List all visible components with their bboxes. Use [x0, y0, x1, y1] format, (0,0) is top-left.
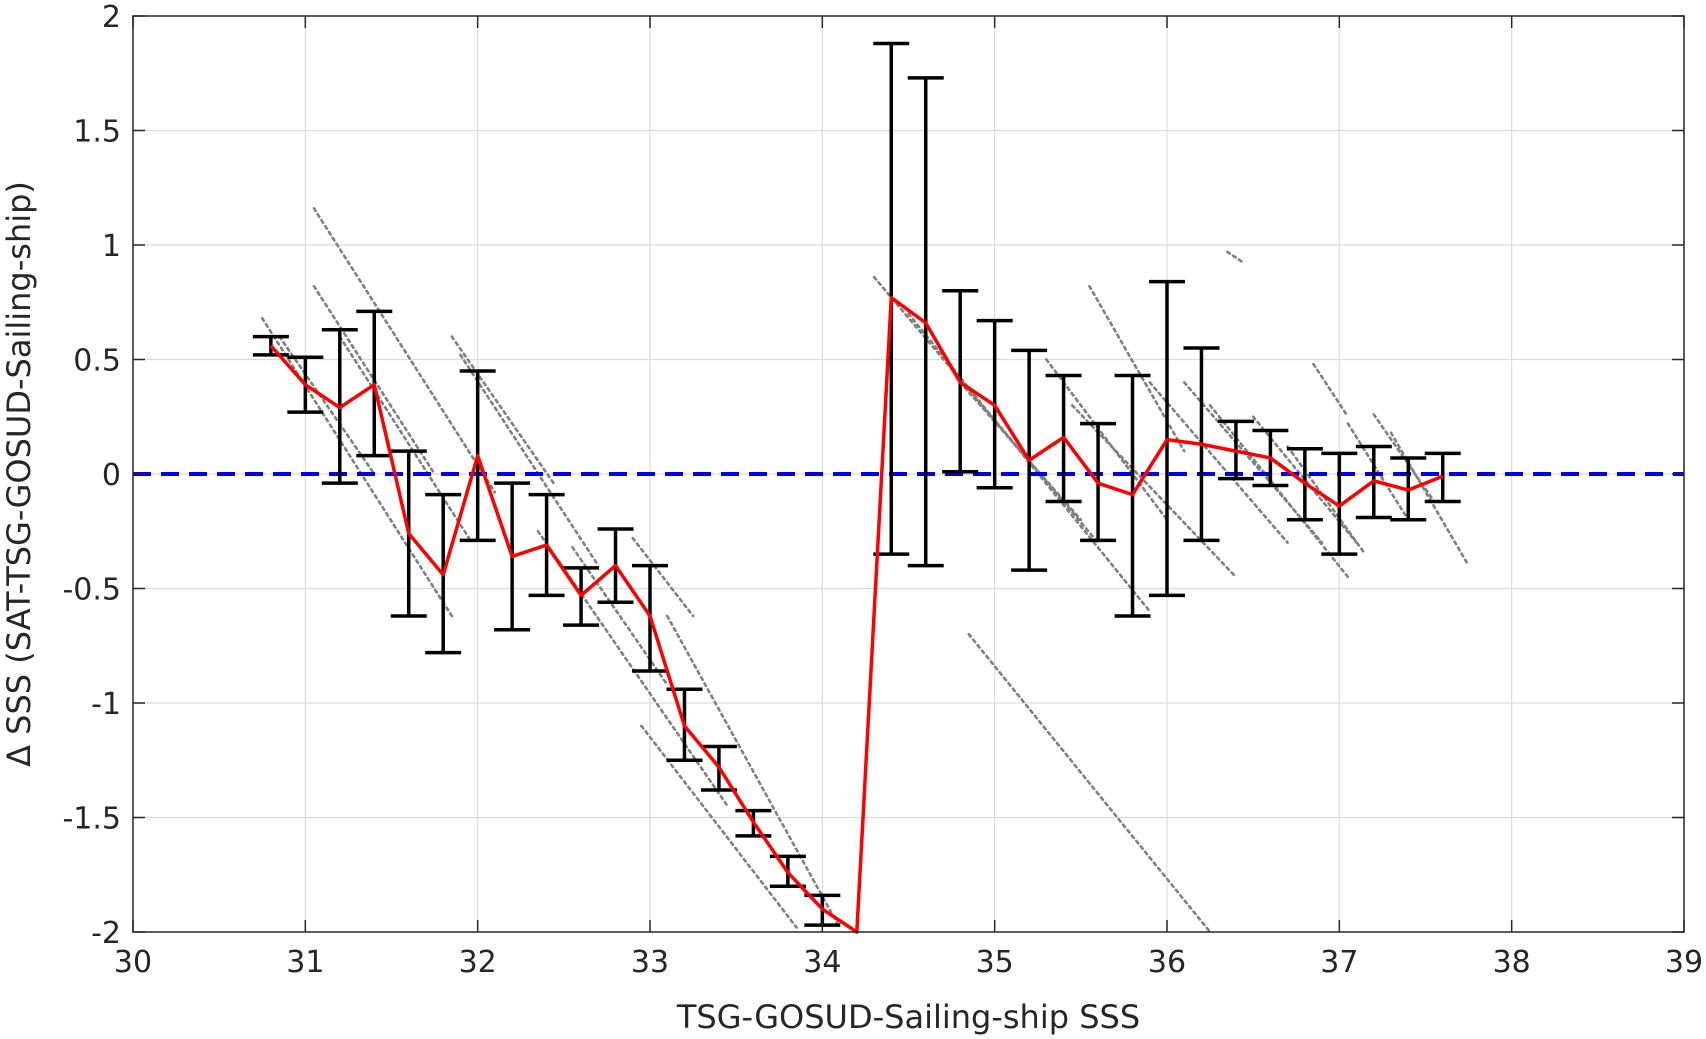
scatter-point-streak: [1312, 362, 1350, 419]
y-tick-label: -0.5: [62, 573, 121, 608]
y-tick-label: -2: [91, 916, 121, 951]
x-tick-label: 30: [114, 945, 152, 980]
y-tick-label: 2: [102, 0, 121, 35]
x-tick-label: 32: [459, 945, 497, 980]
scatter-point-streak: [665, 614, 841, 929]
scatter-point-streak: [1286, 445, 1367, 556]
mean-difference-line: [269, 295, 1444, 934]
x-axis-ticks: 30 31 32 33 34 35 36 37 38 39: [114, 16, 1703, 980]
scatter-point-streak: [338, 335, 471, 540]
scatter-point-streak: [1389, 431, 1470, 567]
x-tick-label: 39: [1665, 945, 1703, 980]
scatter-point-streak: [312, 207, 497, 494]
y-tick-label: -1: [91, 687, 121, 722]
y-tick-label: 1.5: [73, 115, 121, 150]
scatter-point-streak: [1148, 381, 1289, 545]
scatter-point-streak: [450, 335, 557, 487]
scatter-point-streak: [260, 316, 454, 618]
scatter-point-streak: [459, 353, 600, 567]
scatter-point-streak: [1208, 403, 1350, 579]
error-bars-layer: [252, 41, 1461, 927]
x-tick-label: 37: [1320, 945, 1358, 980]
x-tick-label: 34: [803, 945, 841, 980]
scatter-point-streak: [1088, 284, 1186, 453]
x-tick-label: 33: [631, 945, 669, 980]
x-tick-label: 36: [1148, 945, 1186, 980]
x-tick-label: 38: [1493, 945, 1531, 980]
scatter-point-streak: [958, 381, 1083, 522]
y-axis-ticks: -2 -1.5 -1 -0.5 0 0.5 1 1.5 2: [62, 0, 1684, 951]
y-tick-label: 1: [102, 229, 121, 264]
scatter-point-streak: [631, 536, 695, 618]
y-axis-label: Δ SSS (SAT-TSG-GOSUD-Sailing-ship): [0, 181, 38, 767]
x-tick-label: 35: [976, 945, 1014, 980]
x-axis-label: TSG-GOSUD-Sailing-ship SSS: [676, 998, 1140, 1036]
x-tick-label: 31: [286, 945, 324, 980]
y-tick-label: 0.5: [73, 344, 121, 379]
y-tick-label: -1.5: [62, 802, 121, 837]
y-tick-label: 0: [102, 458, 121, 493]
scatter-point-streak: [278, 335, 376, 476]
scatter-point-streak: [1226, 250, 1246, 265]
scatter-point-streak: [1346, 422, 1410, 522]
scatter-point-streak: [967, 632, 1212, 934]
scatter-point-streak: [1070, 403, 1238, 579]
error-bar: [1321, 451, 1358, 556]
